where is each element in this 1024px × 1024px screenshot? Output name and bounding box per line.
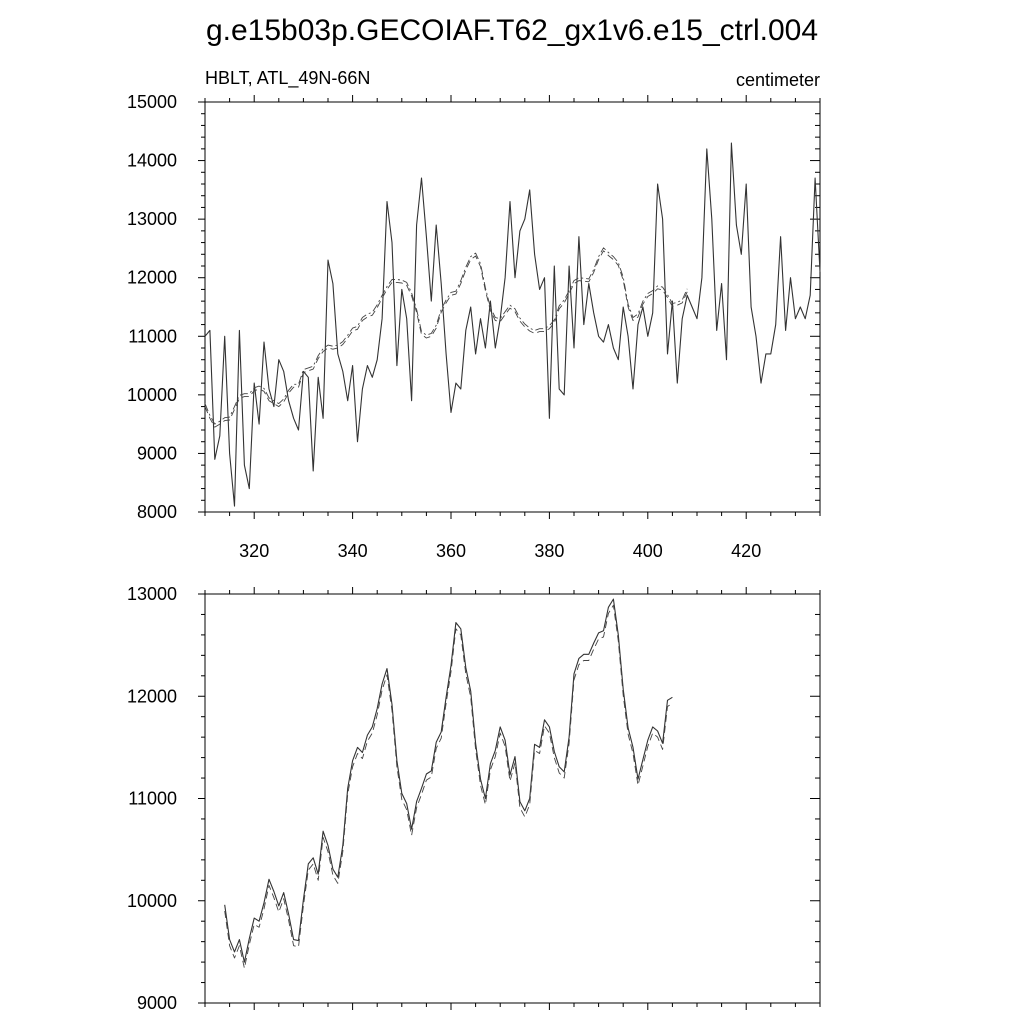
y-tick-label: 15000 [127,92,177,112]
bottom-panel-series-running-mean-a [224,598,673,963]
x-tick-label: 380 [534,541,564,561]
y-tick-label: 11000 [128,789,177,809]
y-tick-label: 8000 [137,502,177,522]
x-tick-label: 320 [239,541,269,561]
x-tick-label: 360 [436,541,466,561]
bottom-panel-plot-frame [204,593,821,1004]
y-tick-label: 9000 [137,443,177,463]
top-panel-plot-frame [204,101,821,513]
bottom-panel-tick-labels: 9000 10000 11000 12000 13000 [127,584,177,1013]
top-panel-ticks [198,95,821,519]
y-tick-label: 10000 [127,385,177,405]
figure-title: g.e15b03p.GECOIAF.T62_gx1v6.e15_ctrl.004 [206,14,818,47]
top-panel-tick-labels: 8000 9000 10000 11000 12000 13000 14000 15000 32… [127,92,761,561]
top-panel-series-monthly [204,142,821,507]
y-tick-label: 12000 [127,268,177,288]
y-tick-label: 14000 [127,151,177,171]
top-panel: HBLT, ATL_49N-66N centimeter 8000 9000 100… [127,68,821,561]
x-tick-label: 340 [338,541,368,561]
top-panel-series-smoothed-a [204,250,688,428]
bottom-panel-series-running-mean-b [224,604,673,969]
bottom-panel-series [224,598,673,969]
top-panel-series-smoothed-b [204,247,688,425]
y-tick-label: 13000 [127,209,177,229]
top-panel-right-title: centimeter [736,70,820,90]
x-tick-label: 420 [731,541,761,561]
y-tick-label: 9000 [137,993,177,1013]
y-tick-label: 13000 [127,584,177,604]
top-panel-left-title: HBLT, ATL_49N-66N [205,68,370,89]
top-panel-series [204,142,821,507]
y-tick-label: 12000 [127,686,177,706]
y-tick-label: 10000 [127,891,177,911]
bottom-panel-ticks [198,587,821,1010]
x-tick-label: 400 [633,541,663,561]
y-tick-label: 11000 [128,326,177,346]
bottom-panel: 9000 10000 11000 12000 13000 [127,584,821,1013]
